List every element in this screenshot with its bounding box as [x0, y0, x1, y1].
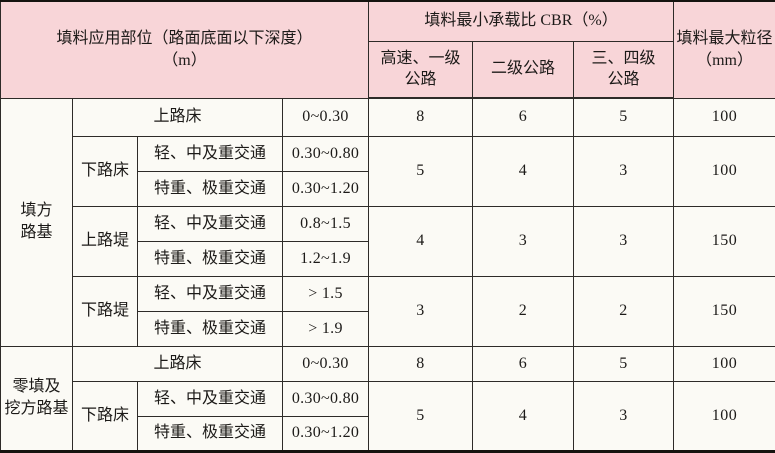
- depth-cell: 0~0.30: [283, 346, 369, 381]
- header-cbr-title-cell: 填料最小承载比 CBR（%）: [369, 1, 674, 41]
- size-value-cell: 100: [674, 136, 775, 206]
- part-cell-lower-bed: 下路床: [73, 381, 138, 451]
- cbr-value-cell: 5: [369, 136, 473, 206]
- size-value-cell: 100: [674, 98, 775, 136]
- group-label-zero-fill: 零填及 挖方路基: [1, 346, 73, 451]
- cbr-value-cell: 2: [473, 276, 574, 346]
- header-application-line2: （m）: [3, 50, 366, 72]
- traffic-cell: 特重、极重交通: [138, 241, 283, 276]
- traffic-cell: 轻、中及重交通: [138, 381, 283, 416]
- depth-cell: 0.8~1.5: [283, 206, 369, 241]
- traffic-cell: 特重、极重交通: [138, 416, 283, 451]
- header-max-size-line1: 填料最大粒径: [676, 28, 773, 50]
- cbr-value-cell: 8: [369, 98, 473, 136]
- cbr-value-cell: 4: [473, 136, 574, 206]
- cbr-value-cell: 3: [369, 276, 473, 346]
- table-body: 填方 路基 上路床 0~0.30 8 6 5 100 下路床 轻、中及重交通 0…: [1, 98, 775, 451]
- depth-cell: > 1.5: [283, 276, 369, 311]
- header-cbr-col-class2-line1: 二级公路: [475, 58, 571, 80]
- depth-cell: 0~0.30: [283, 98, 369, 136]
- part-cell-upper-embankment: 上路堤: [73, 206, 138, 276]
- header-application-line1: 填料应用部位（路面底面以下深度）: [3, 28, 366, 50]
- traffic-cell: 轻、中及重交通: [138, 276, 283, 311]
- header-cbr-col-class2: 二级公路: [473, 41, 574, 98]
- header-cbr-col-class34: 三、四级 公路: [574, 41, 674, 98]
- cbr-value-cell: 3: [574, 381, 674, 451]
- cbr-value-cell: 3: [574, 206, 674, 276]
- size-value-cell: 100: [674, 346, 775, 381]
- size-value-cell: 100: [674, 381, 775, 451]
- size-value-cell: 150: [674, 206, 775, 276]
- depth-cell: > 1.9: [283, 311, 369, 346]
- cbr-value-cell: 6: [473, 98, 574, 136]
- depth-cell: 0.30~1.20: [283, 171, 369, 206]
- part-cell-upper-bed: 上路床: [73, 98, 283, 136]
- header-max-size-line2: （mm）: [676, 50, 773, 72]
- header-cbr-col-class34-line1: 三、四级: [576, 48, 671, 70]
- cbr-value-cell: 5: [574, 346, 674, 381]
- part-cell-lower-bed: 下路床: [73, 136, 138, 206]
- header-cbr-col-class34-line2: 公路: [576, 69, 671, 91]
- group-label-fill-line2: 路基: [3, 222, 70, 244]
- cbr-value-cell: 3: [473, 206, 574, 276]
- header-max-size-cell: 填料最大粒径 （mm）: [674, 1, 775, 98]
- depth-cell: 0.30~1.20: [283, 416, 369, 451]
- cbr-value-cell: 2: [574, 276, 674, 346]
- traffic-cell: 轻、中及重交通: [138, 206, 283, 241]
- cbr-value-cell: 4: [473, 381, 574, 451]
- group-label-zero-fill-line2: 挖方路基: [3, 398, 70, 420]
- cbr-value-cell: 4: [369, 206, 473, 276]
- part-cell-upper-bed: 上路床: [73, 346, 283, 381]
- traffic-cell: 特重、极重交通: [138, 171, 283, 206]
- size-value-cell: 150: [674, 276, 775, 346]
- header-cbr-col-expressway: 高速、一级 公路: [369, 41, 473, 98]
- cbr-value-cell: 5: [574, 98, 674, 136]
- group-label-zero-fill-line1: 零填及: [3, 376, 70, 398]
- depth-cell: 0.30~0.80: [283, 381, 369, 416]
- part-cell-lower-embankment: 下路堤: [73, 276, 138, 346]
- header-cbr-col-expressway-line1: 高速、一级: [371, 48, 470, 70]
- group-label-fill-line1: 填方: [3, 200, 70, 222]
- header-cbr-col-expressway-line2: 公路: [371, 69, 470, 91]
- traffic-cell: 特重、极重交通: [138, 311, 283, 346]
- table-header: 填料应用部位（路面底面以下深度） （m） 填料最小承载比 CBR（%） 填料最大…: [1, 1, 775, 98]
- cbr-value-cell: 6: [473, 346, 574, 381]
- depth-cell: 1.2~1.9: [283, 241, 369, 276]
- cbr-value-cell: 5: [369, 381, 473, 451]
- cbr-value-cell: 8: [369, 346, 473, 381]
- depth-cell: 0.30~0.80: [283, 136, 369, 171]
- traffic-cell: 轻、中及重交通: [138, 136, 283, 171]
- cbr-value-cell: 3: [574, 136, 674, 206]
- group-label-fill: 填方 路基: [1, 98, 73, 346]
- header-application-cell: 填料应用部位（路面底面以下深度） （m）: [1, 1, 369, 98]
